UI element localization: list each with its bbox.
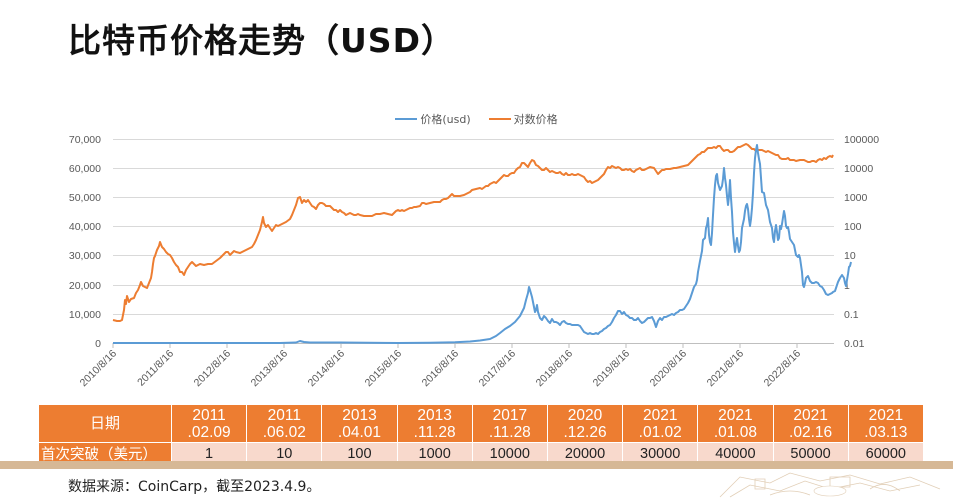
price-line bbox=[113, 144, 852, 344]
legend-label-price: 价格(usd) bbox=[420, 113, 471, 126]
svg-text:100: 100 bbox=[844, 221, 862, 233]
table-cell-date: 2021.03.13 bbox=[847, 404, 925, 443]
row-header-value: 首次突破（美元） bbox=[38, 442, 172, 465]
svg-text:60,000: 60,000 bbox=[69, 163, 101, 175]
svg-text:2022/8/16: 2022/8/16 bbox=[762, 348, 804, 390]
svg-text:2020/8/16: 2020/8/16 bbox=[648, 348, 690, 390]
y-right-axis: 100000 10000 1000 100 10 1 0.1 0.01 bbox=[844, 134, 879, 350]
legend-item-log-price: 对数价格 bbox=[488, 111, 558, 127]
table-cell-date: 2017.11.28 bbox=[471, 404, 548, 443]
breakthrough-table: 日期 2011.02.09 2011.06.02 2013.04.01 2013… bbox=[38, 404, 925, 465]
svg-text:10000: 10000 bbox=[844, 163, 873, 175]
svg-text:10: 10 bbox=[844, 250, 856, 262]
row-header-date: 日期 bbox=[38, 404, 172, 443]
chart-legend: 价格(usd) 对数价格 bbox=[0, 111, 953, 127]
svg-text:2013/8/16: 2013/8/16 bbox=[249, 348, 291, 390]
table-cell-date: 2011.06.02 bbox=[246, 404, 323, 443]
table-cell-value: 10 bbox=[246, 442, 323, 465]
table-cell-value: 40000 bbox=[697, 442, 774, 465]
table-cell-date: 2011.02.09 bbox=[170, 404, 248, 443]
data-source-note: 数据来源：CoinCarp，截至2023.4.9。 bbox=[68, 479, 321, 495]
decorative-landscape-illustration bbox=[719, 472, 941, 498]
table-row-values: 首次突破（美元） 1 10 100 1000 10000 20000 30000… bbox=[38, 442, 925, 465]
table-cell-value: 10000 bbox=[471, 442, 548, 465]
svg-text:100000: 100000 bbox=[844, 134, 879, 146]
svg-text:50,000: 50,000 bbox=[69, 192, 101, 204]
x-axis-labels: 2010/8/16 2011/8/16 2012/8/16 2013/8/16 … bbox=[78, 348, 804, 390]
table-cell-date: 2021.02.16 bbox=[772, 404, 849, 443]
breakthrough-table-wrap: 日期 2011.02.09 2011.06.02 2013.04.01 2013… bbox=[38, 404, 925, 465]
svg-text:2010/8/16: 2010/8/16 bbox=[78, 348, 120, 390]
svg-text:0.01: 0.01 bbox=[844, 338, 865, 350]
svg-text:2015/8/16: 2015/8/16 bbox=[363, 348, 405, 390]
table-cell-date: 2021.01.08 bbox=[697, 404, 774, 443]
svg-text:2019/8/16: 2019/8/16 bbox=[591, 348, 633, 390]
svg-text:2017/8/16: 2017/8/16 bbox=[477, 348, 519, 390]
table-cell-value: 60000 bbox=[847, 442, 925, 465]
gridlines bbox=[113, 139, 834, 344]
log-price-line bbox=[112, 143, 834, 322]
legend-swatch-orange bbox=[488, 118, 511, 120]
svg-text:40,000: 40,000 bbox=[69, 221, 101, 233]
table-cell-value: 1000 bbox=[396, 442, 473, 465]
page-title: 比特币价格走势（USD） bbox=[68, 21, 455, 60]
svg-text:2016/8/16: 2016/8/16 bbox=[420, 348, 462, 390]
svg-text:1000: 1000 bbox=[844, 192, 868, 204]
table-cell-date: 2013.11.28 bbox=[396, 404, 473, 443]
svg-text:2018/8/16: 2018/8/16 bbox=[534, 348, 576, 390]
legend-item-price: 价格(usd) bbox=[395, 111, 471, 127]
table-row-dates: 日期 2011.02.09 2011.06.02 2013.04.01 2013… bbox=[38, 404, 925, 443]
legend-label-log-price: 对数价格 bbox=[513, 113, 558, 126]
svg-text:30,000: 30,000 bbox=[69, 250, 101, 262]
footer-band bbox=[0, 461, 953, 469]
svg-text:0.1: 0.1 bbox=[844, 309, 859, 321]
svg-text:70,000: 70,000 bbox=[69, 134, 101, 146]
table-cell-value: 20000 bbox=[546, 442, 624, 465]
table-cell-date: 2013.04.01 bbox=[321, 404, 398, 443]
legend-swatch-blue bbox=[395, 118, 418, 120]
svg-text:2011/8/16: 2011/8/16 bbox=[135, 348, 176, 389]
svg-text:10,000: 10,000 bbox=[69, 309, 101, 321]
svg-text:20,000: 20,000 bbox=[69, 280, 101, 292]
svg-text:0: 0 bbox=[95, 338, 101, 350]
price-chart: 70,000 60,000 50,000 40,000 30,000 20,00… bbox=[69, 134, 879, 390]
svg-text:2012/8/16: 2012/8/16 bbox=[192, 348, 234, 390]
table-cell-date: 2021.01.02 bbox=[622, 404, 699, 443]
svg-text:2014/8/16: 2014/8/16 bbox=[306, 348, 348, 390]
y-left-axis: 70,000 60,000 50,000 40,000 30,000 20,00… bbox=[69, 134, 101, 350]
svg-text:2021/8/16: 2021/8/16 bbox=[705, 348, 747, 390]
table-cell-date: 2020.12.26 bbox=[546, 404, 624, 443]
